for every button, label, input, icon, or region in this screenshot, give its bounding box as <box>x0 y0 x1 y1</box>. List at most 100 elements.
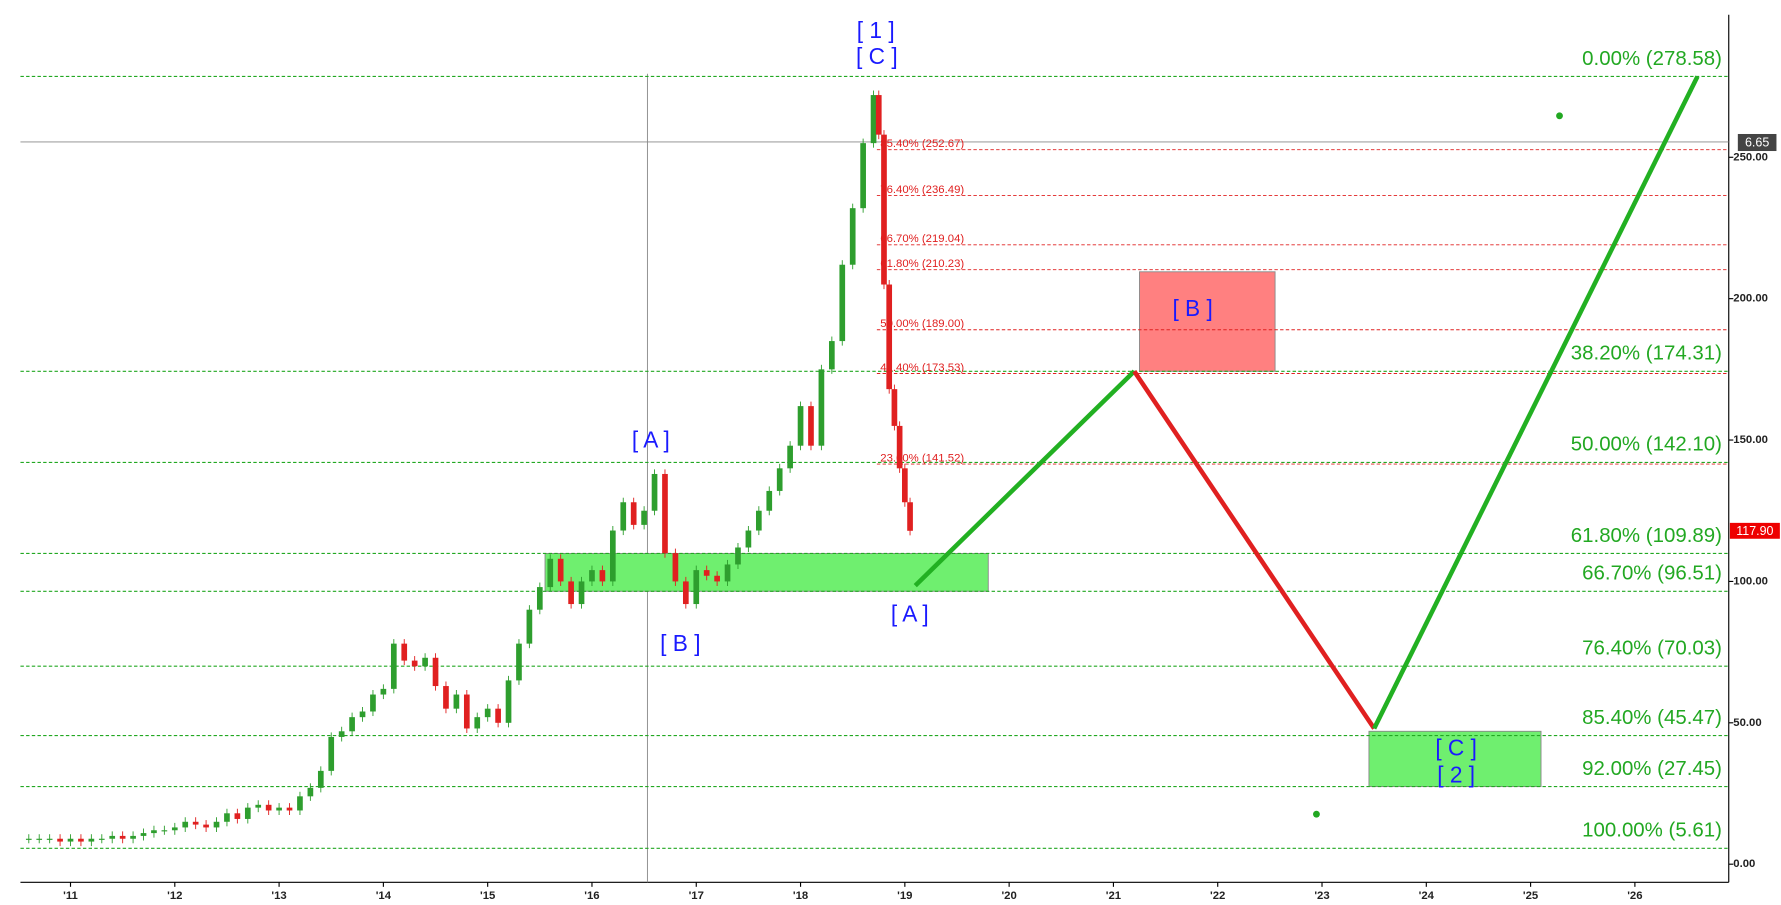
candle <box>568 581 574 605</box>
candle <box>693 570 700 605</box>
y-tick-label: 100.00 <box>1733 575 1768 587</box>
wave-label: [ C ] <box>1435 734 1477 760</box>
candle <box>78 838 84 842</box>
candle <box>516 643 522 681</box>
last-price-tag <box>1729 522 1780 539</box>
wave-label: [ B ] <box>1172 295 1212 321</box>
candle <box>557 558 564 582</box>
candle <box>151 830 157 834</box>
fib-label: 100.00% (5.61) <box>1582 819 1722 842</box>
y-tick-label: 200.00 <box>1733 293 1768 305</box>
x-tick-label: '14 <box>376 890 392 902</box>
candle <box>860 143 866 209</box>
candle <box>192 821 199 825</box>
candle <box>484 708 491 718</box>
candle <box>526 609 533 644</box>
fib-label: 50.00% (142.10) <box>1571 433 1722 456</box>
dot <box>1313 810 1320 818</box>
x-tick-label: '13 <box>271 890 286 902</box>
x-tick-label: '15 <box>480 890 495 902</box>
candle <box>244 807 251 819</box>
candle <box>662 473 668 554</box>
candle <box>359 711 366 718</box>
candle <box>161 830 168 832</box>
candle <box>422 657 428 667</box>
last-price-label: 117.90 <box>1736 524 1773 538</box>
x-tick-label: '12 <box>167 890 182 902</box>
candle <box>724 564 731 582</box>
candle <box>896 425 903 469</box>
fib-minor-label: 23.60% (141.52) <box>880 452 964 464</box>
y-tick-label: 150.00 <box>1733 434 1768 446</box>
fib-label: 38.20% (174.31) <box>1571 342 1722 365</box>
candle <box>839 264 846 342</box>
candle <box>36 838 43 840</box>
candle <box>609 530 616 582</box>
candle <box>203 824 209 828</box>
candle <box>849 208 856 265</box>
candle <box>213 821 220 828</box>
x-tick-label: '19 <box>897 890 912 902</box>
candle <box>703 570 710 576</box>
x-tick-label: '22 <box>1210 890 1225 902</box>
fib-label: 85.40% (45.47) <box>1582 706 1722 729</box>
candle <box>547 558 554 588</box>
candle <box>672 553 679 582</box>
y-tick-label: 250.00 <box>1733 151 1768 163</box>
candle <box>349 717 355 732</box>
candle <box>808 406 814 446</box>
candle <box>338 731 345 737</box>
candle <box>57 838 63 842</box>
x-tick-label: '17 <box>689 890 704 902</box>
fib-label: 66.70% (96.51) <box>1582 562 1722 585</box>
candle <box>317 770 324 788</box>
x-tick-label: '25 <box>1523 890 1538 902</box>
fib-minor-label: 66.70% (219.04) <box>880 233 964 245</box>
candle <box>401 643 408 661</box>
candle <box>46 838 53 840</box>
wave-label: [ A ] <box>891 600 929 626</box>
candle <box>578 581 585 605</box>
fib-minor-label: 50.00% (189.00) <box>880 318 964 330</box>
candle <box>297 796 303 811</box>
candle <box>286 807 293 811</box>
candle <box>682 581 689 605</box>
candle <box>98 838 105 840</box>
fib-minor-label: 85.40% (252.67) <box>880 138 964 150</box>
candle <box>630 502 637 525</box>
candle <box>536 587 543 610</box>
x-tick-label: '21 <box>1106 890 1121 902</box>
candle <box>25 838 32 840</box>
candle <box>599 570 606 582</box>
candle <box>307 787 314 797</box>
candle <box>495 708 501 723</box>
projection-line <box>913 369 1136 588</box>
wave-label: [ 1 ] <box>857 17 895 43</box>
candle <box>443 686 449 709</box>
wave-label: [ C ] <box>856 43 898 69</box>
fib-minor-label: 76.40% (236.49) <box>880 184 964 196</box>
fib-minor-label: 41.40% (173.53) <box>880 362 964 374</box>
x-tick-label: '11 <box>63 890 78 902</box>
candle <box>380 688 387 695</box>
candle <box>255 804 262 808</box>
fib-label: 61.80% (109.89) <box>1571 524 1722 547</box>
candle <box>907 502 913 531</box>
candle <box>902 468 908 503</box>
candle <box>875 95 882 135</box>
candle <box>119 835 126 839</box>
candle <box>182 821 189 828</box>
fib-minor-label: 61.80% (210.23) <box>880 258 964 270</box>
candle <box>140 833 147 836</box>
x-tick-label: '20 <box>1001 890 1016 902</box>
candle <box>370 694 376 712</box>
candle <box>797 406 804 446</box>
zone <box>1368 730 1542 788</box>
candle <box>886 284 893 390</box>
candle <box>130 835 136 839</box>
crosshair-tag <box>1737 133 1777 152</box>
candle <box>714 575 720 582</box>
fib-label: 92.00% (27.45) <box>1582 757 1722 780</box>
x-tick-label: '23 <box>1314 890 1329 902</box>
